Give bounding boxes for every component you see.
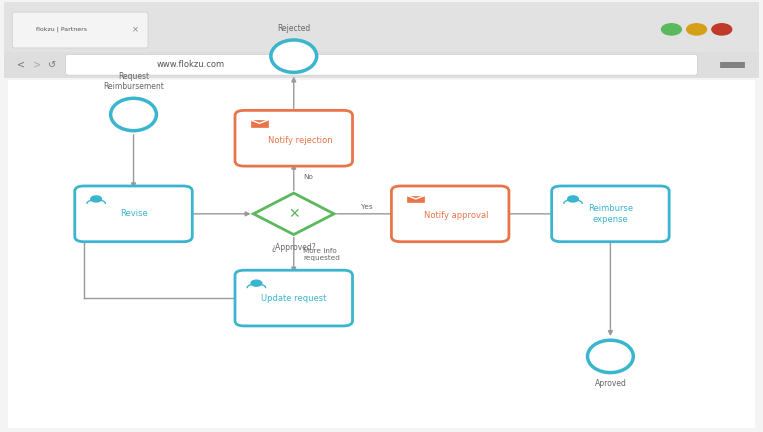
Text: Update request: Update request (261, 294, 327, 302)
FancyBboxPatch shape (4, 52, 759, 78)
FancyBboxPatch shape (4, 2, 759, 52)
FancyBboxPatch shape (235, 270, 353, 326)
FancyBboxPatch shape (407, 196, 424, 202)
Text: Rejected: Rejected (277, 24, 311, 33)
FancyBboxPatch shape (235, 110, 353, 166)
Circle shape (687, 24, 707, 35)
Circle shape (662, 24, 681, 35)
Text: No: No (303, 174, 313, 180)
Circle shape (712, 24, 732, 35)
FancyBboxPatch shape (8, 80, 755, 428)
FancyBboxPatch shape (552, 186, 669, 242)
FancyBboxPatch shape (251, 120, 268, 127)
Text: ↺: ↺ (48, 60, 56, 70)
Text: Notify rejection: Notify rejection (268, 136, 332, 145)
Text: Revise: Revise (120, 210, 147, 218)
Ellipse shape (111, 98, 156, 131)
Text: ¿Approved?: ¿Approved? (272, 243, 316, 252)
Circle shape (91, 196, 101, 202)
Ellipse shape (588, 340, 633, 372)
FancyBboxPatch shape (12, 12, 148, 48)
Text: ✕: ✕ (288, 207, 300, 221)
FancyBboxPatch shape (75, 186, 192, 242)
Ellipse shape (271, 40, 317, 73)
Text: Yes: Yes (362, 204, 373, 210)
Text: More Info
requested: More Info requested (303, 248, 340, 261)
FancyBboxPatch shape (66, 54, 697, 75)
Text: Aproved: Aproved (594, 379, 626, 388)
Text: >: > (33, 60, 40, 70)
Text: ×: × (132, 25, 140, 34)
FancyBboxPatch shape (391, 186, 509, 242)
Text: flokzu | Partners: flokzu | Partners (36, 27, 86, 32)
Text: <: < (18, 60, 25, 70)
Circle shape (251, 280, 262, 286)
Text: Notify approval: Notify approval (424, 212, 488, 220)
Text: Reimburse
expense: Reimburse expense (588, 204, 633, 223)
Circle shape (568, 196, 578, 202)
Text: www.flokzu.com: www.flokzu.com (156, 60, 225, 69)
Text: Request
Reimbursement: Request Reimbursement (103, 72, 164, 91)
Polygon shape (253, 193, 334, 235)
